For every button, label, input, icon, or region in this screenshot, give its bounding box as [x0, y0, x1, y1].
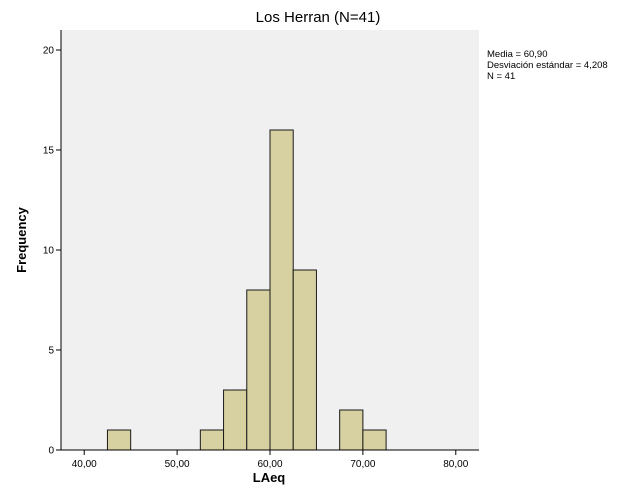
- y-tick-label: 0: [48, 446, 54, 457]
- stat-line: N = 41: [487, 71, 515, 82]
- histogram-bar: [339, 409, 364, 451]
- histogram-bar: [292, 269, 317, 451]
- x-tick-label: 60,00: [257, 459, 282, 470]
- stat-line: Media = 60,90: [487, 49, 547, 60]
- y-tick-label: 10: [43, 246, 55, 257]
- x-tick-label: 70,00: [350, 459, 375, 470]
- x-axis-label: LAeq: [253, 470, 286, 485]
- histogram-bar: [269, 129, 294, 451]
- x-tick-label: 40,00: [72, 459, 97, 470]
- histogram-bar: [106, 429, 132, 451]
- chart-title: Los Herran (N=41): [256, 9, 381, 26]
- y-tick-label: 20: [43, 46, 55, 57]
- bars: [106, 129, 387, 451]
- histogram-bar: [223, 389, 248, 451]
- y-axis-ticks: 0 5 10 15 20: [43, 46, 61, 457]
- stat-line: Desviación estándar = 4,208: [487, 60, 608, 71]
- y-axis-label: Frequency: [14, 206, 29, 273]
- histogram-bar: [199, 429, 225, 451]
- histogram-bar: [246, 289, 271, 451]
- x-axis-ticks: 40,00 50,00 60,00 70,00 80,00: [72, 450, 469, 470]
- x-tick-label: 50,00: [165, 459, 190, 470]
- y-tick-label: 15: [43, 146, 55, 157]
- histogram-bar: [362, 429, 387, 451]
- statistics-legend: Media = 60,90 Desviación estándar = 4,20…: [487, 49, 608, 82]
- x-tick-label: 80,00: [443, 459, 468, 470]
- y-tick-label: 5: [48, 346, 54, 357]
